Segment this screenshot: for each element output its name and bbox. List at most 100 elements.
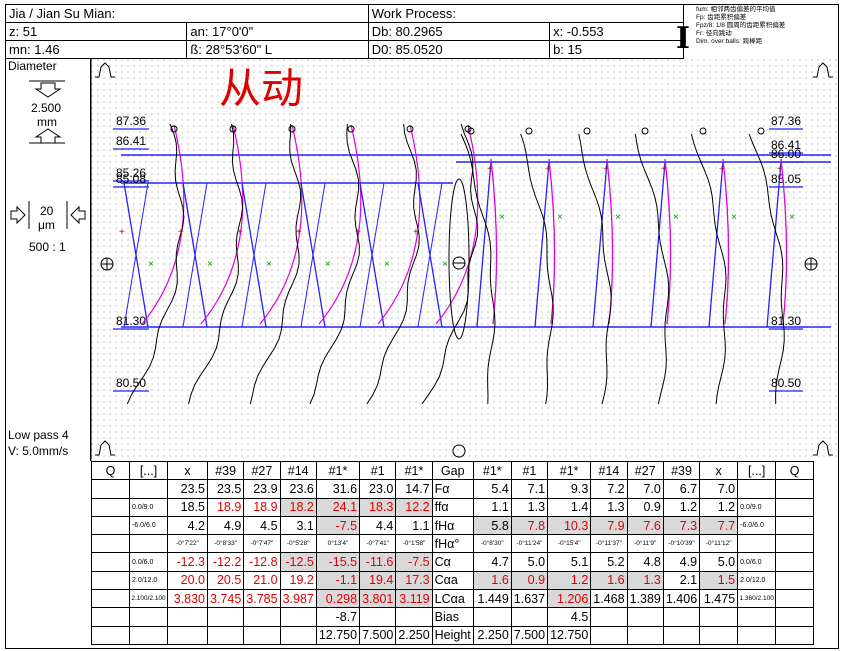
table-cell: 7.2: [590, 479, 628, 499]
table-cell: ffα: [431, 497, 474, 517]
column-header: [...]: [737, 460, 777, 481]
table-cell: 5.8: [472, 515, 512, 536]
marker-red: +: [178, 227, 184, 238]
table-cell: 18.5: [167, 497, 208, 517]
table-cell: 5.0: [510, 552, 549, 572]
table-row: -0°7'22" -0°8'33" -0°7'47" -0°5'28" 0°13'4" -…: [91, 534, 815, 554]
marker-red: +: [296, 227, 302, 238]
ball-marker: [467, 127, 475, 135]
table-cell: 7.8: [510, 515, 549, 536]
table-cell: 1.360/2.100: [737, 589, 777, 609]
handwritten-annotation: 从动: [219, 64, 303, 113]
table-cell: [737, 625, 777, 645]
table-cell: [206, 607, 245, 627]
table-cell: [91, 479, 130, 499]
table-cell: -0°8'30": [472, 534, 512, 554]
marker-red: +: [719, 164, 725, 175]
table-cell: [279, 607, 317, 627]
table-cell: 1.468: [590, 589, 628, 609]
table-cell: -12.2: [206, 552, 245, 572]
table-cell: -12.5: [279, 552, 317, 572]
table-row: 0.0/6.0 -12.3 -12.2 -12.8 -12.5 -15.5 -11.6 -7.…: [91, 552, 815, 572]
profile-trace: [520, 133, 554, 405]
table-cell: Fα: [431, 479, 474, 499]
table-cell: 10.3: [547, 515, 592, 536]
table-cell: -12.3: [167, 552, 208, 572]
bottom-marker: [452, 444, 466, 458]
table-cell: 24.1: [315, 497, 361, 517]
table-row: 12.750 7.500 2.250 Height 2.250 7.500 12.750: [91, 625, 815, 645]
table-cell: 12.750: [315, 625, 361, 645]
legend-line: Fpz/8: 1/8 圆周的齿距累积偏差: [696, 22, 786, 29]
table-cell: 4.7: [472, 552, 512, 572]
table-cell: 4.9: [206, 515, 245, 536]
marker-green: ×: [207, 259, 213, 270]
profile-shift: x: -0.553: [549, 22, 685, 41]
column-header: #39: [206, 460, 245, 481]
table-cell: -0°11'37": [590, 534, 628, 554]
marker-red: +: [413, 227, 419, 238]
table-cell: [472, 607, 512, 627]
table-cell: 4.9: [662, 552, 701, 572]
table-cell: [129, 534, 168, 554]
column-header: #1*: [472, 460, 512, 481]
table-cell: Height: [431, 625, 474, 645]
table-cell: [699, 607, 739, 627]
teeth-count: z: 51: [4, 22, 188, 41]
table-cell: [775, 589, 815, 609]
marker-green: ×: [266, 259, 272, 270]
column-header: x: [167, 460, 208, 481]
table-cell: 14.7: [395, 479, 433, 499]
column-header: #27: [243, 460, 281, 481]
column-header: #27: [626, 460, 664, 481]
results-table: Q [...] x #39 #27 #14 #1* #1 #1* Gap #1* #1 #1* #14 #2…: [91, 460, 815, 645]
header-table: Jia / Jian Su Mian: Work Process: z: 51 …: [4, 4, 834, 59]
table-cell: 23.0: [359, 479, 397, 499]
table-cell: 3.119: [395, 589, 433, 609]
table-cell: [91, 515, 130, 536]
table-cell: 5.1: [547, 552, 592, 572]
table-cell: [91, 552, 130, 572]
table-cell: [699, 625, 739, 645]
profile-line: [241, 182, 267, 328]
tolerance-arc: [664, 158, 672, 325]
table-cell: 1.3: [590, 497, 628, 517]
table-cell: [775, 570, 815, 591]
marker-green: ×: [557, 212, 563, 223]
table-cell: 3.801: [359, 589, 397, 609]
marker-red: +: [355, 227, 361, 238]
table-cell: -0°7'47": [243, 534, 281, 554]
table-cell: 2.0/12.0: [737, 570, 777, 591]
tolerance-arc: [722, 158, 730, 325]
table-cell: 4.4: [359, 515, 397, 536]
table-cell: 0.0/9.0: [129, 497, 168, 517]
ball-marker: [757, 127, 765, 135]
marker-green: ×: [615, 212, 621, 223]
left-panel: Diameter 2.500 mm 20 μm 500 : 1 Low pass…: [5, 59, 91, 461]
mode-label: Diameter: [8, 59, 57, 73]
column-header: #1: [510, 460, 549, 481]
table-cell: 1.206: [547, 589, 592, 609]
profile-line: [182, 182, 208, 328]
column-header: Q: [775, 460, 815, 481]
column-header: #1*: [315, 460, 361, 481]
profile-line: [534, 161, 550, 328]
table-cell: [91, 589, 130, 609]
column-header: #14: [279, 460, 317, 481]
profile-trace: [366, 123, 420, 405]
table-cell: -0°7'22": [167, 534, 208, 554]
table-cell: 23.5: [206, 479, 245, 499]
table-cell: 7.7: [699, 515, 739, 536]
profile-trace: [634, 133, 670, 405]
table-cell: 19.4: [359, 570, 397, 591]
table-cell: [626, 607, 664, 627]
scale-arrows-icon: [29, 80, 65, 144]
column-header: #1*: [395, 460, 433, 481]
table-cell: fHα°: [431, 534, 474, 554]
table-cell: 3.830: [167, 589, 208, 609]
diameter-label: 86.00: [771, 147, 801, 161]
normal-module: mn: 1.46: [4, 40, 188, 59]
marker-green: ×: [148, 259, 154, 270]
ball-marker: [406, 125, 414, 133]
